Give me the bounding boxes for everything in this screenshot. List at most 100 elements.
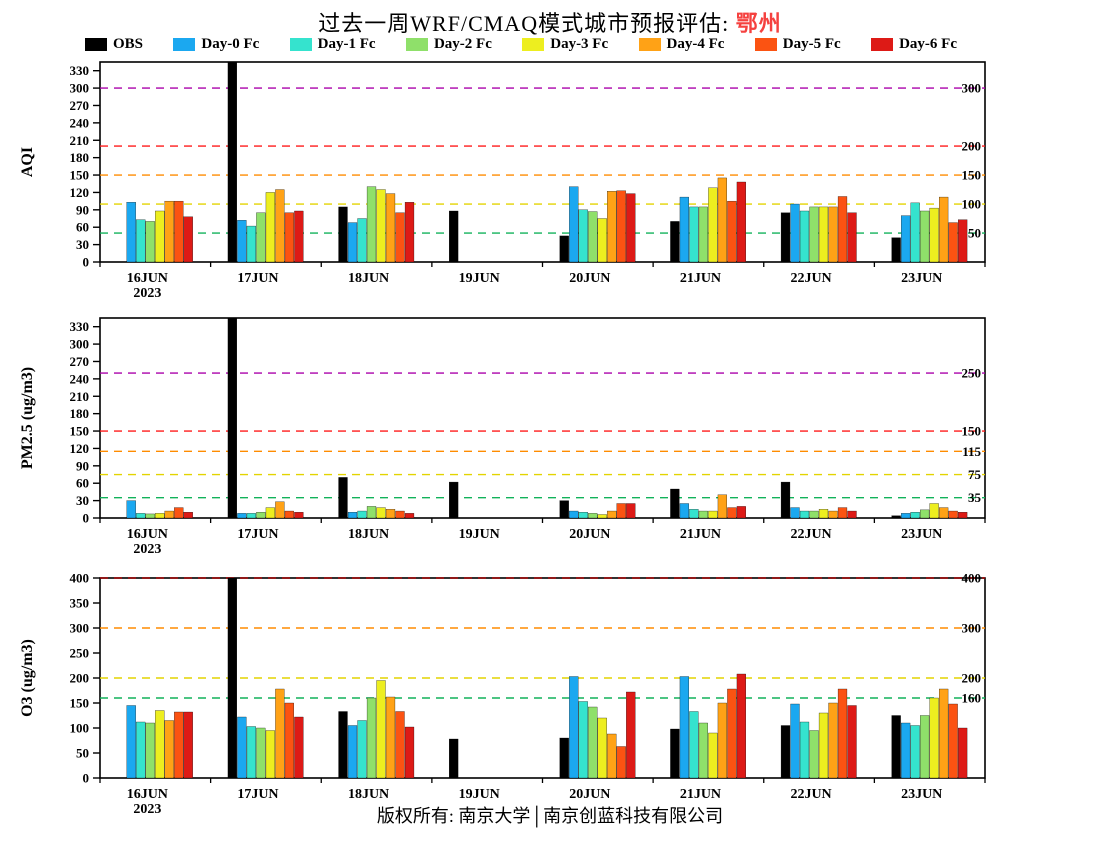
bar bbox=[698, 206, 708, 263]
y-tick-label: 30 bbox=[76, 237, 89, 252]
y-tick-label: 150 bbox=[70, 696, 90, 711]
y-tick-label: 330 bbox=[70, 319, 90, 334]
ref-line-label: 50 bbox=[968, 226, 981, 241]
bar bbox=[670, 488, 680, 519]
bar bbox=[449, 481, 459, 519]
bar bbox=[265, 730, 275, 779]
bar bbox=[948, 510, 958, 519]
x-tick-label: 17JUN bbox=[237, 271, 278, 286]
y-axis-title: O3 (ug/m3) bbox=[19, 639, 36, 717]
bar bbox=[227, 577, 237, 779]
y-tick-label: 90 bbox=[76, 202, 89, 217]
bar bbox=[901, 722, 911, 779]
legend-item-day-2-fc: Day-2 Fc bbox=[405, 36, 492, 53]
x-tick-label: 19JUN bbox=[459, 787, 500, 802]
bar bbox=[366, 506, 377, 519]
page-title: 过去一周WRF/CMAQ模式城市预报评估: 鄂州 bbox=[0, 6, 1100, 38]
bar bbox=[284, 702, 294, 779]
y-axis-title: PM2.5 (ug/m3) bbox=[19, 367, 36, 469]
bar bbox=[256, 727, 266, 779]
bar bbox=[265, 192, 275, 263]
x-tick-label: 20JUN bbox=[569, 787, 610, 802]
bar bbox=[376, 680, 386, 779]
aqi-chart: 0 30 60 90 120 150 180 210 240 270 300 330 50 100 150 2… bbox=[19, 61, 986, 301]
bar bbox=[347, 222, 358, 263]
bar bbox=[294, 512, 304, 519]
bar bbox=[155, 210, 165, 263]
ref-line-label: 35 bbox=[968, 490, 982, 505]
bar bbox=[670, 728, 680, 779]
legend-label: Day-1 Fc bbox=[317, 36, 376, 52]
bar bbox=[246, 513, 256, 519]
legend-swatch-icon bbox=[405, 38, 428, 51]
ref-line-label: 160 bbox=[962, 691, 982, 706]
y-axis-title: AQI bbox=[19, 147, 36, 177]
ref-line-label: 200 bbox=[962, 671, 982, 686]
bar bbox=[347, 512, 358, 519]
bar bbox=[376, 189, 386, 263]
x-tick-label: 17JUN bbox=[237, 527, 278, 542]
y-tick-label: 100 bbox=[70, 721, 90, 736]
bar bbox=[559, 500, 569, 519]
x-tick-label: 19JUN bbox=[459, 527, 500, 542]
bar bbox=[449, 210, 459, 263]
bar bbox=[828, 702, 838, 779]
y-tick-label: 0 bbox=[83, 511, 90, 526]
legend-label: Day-4 Fc bbox=[666, 36, 725, 52]
ref-line-label: 115 bbox=[962, 444, 981, 459]
bar bbox=[145, 722, 155, 779]
bar bbox=[183, 216, 193, 263]
bar bbox=[679, 676, 689, 779]
bar bbox=[237, 220, 247, 263]
bar bbox=[689, 206, 699, 263]
bar bbox=[145, 221, 155, 263]
y-tick-label: 300 bbox=[70, 337, 90, 352]
bar bbox=[366, 697, 377, 779]
bar bbox=[828, 510, 838, 519]
x-tick-label: 18JUN bbox=[348, 787, 389, 802]
bar bbox=[847, 212, 857, 263]
bar bbox=[385, 696, 396, 779]
bar bbox=[357, 510, 367, 519]
bar bbox=[275, 189, 285, 263]
bar bbox=[799, 721, 810, 779]
bar bbox=[284, 510, 294, 519]
bar bbox=[256, 212, 266, 263]
bar bbox=[616, 190, 626, 263]
bar bbox=[183, 512, 193, 519]
legend-swatch-icon bbox=[754, 38, 777, 51]
bar bbox=[799, 510, 810, 519]
y-tick-label: 30 bbox=[76, 493, 89, 508]
x-tick-label: 23JUN bbox=[901, 271, 942, 286]
bar bbox=[136, 513, 146, 519]
bar bbox=[790, 703, 800, 779]
bar bbox=[929, 697, 939, 779]
bar bbox=[929, 503, 939, 519]
bar bbox=[294, 716, 304, 779]
bar bbox=[809, 510, 819, 519]
legend-swatch-icon bbox=[85, 38, 107, 51]
bar bbox=[920, 509, 930, 519]
y-tick-label: 300 bbox=[70, 621, 90, 636]
bar bbox=[136, 721, 146, 779]
bar bbox=[385, 509, 396, 519]
bar bbox=[578, 701, 588, 779]
bar bbox=[145, 513, 155, 519]
bar bbox=[780, 725, 791, 779]
bar bbox=[275, 688, 285, 779]
bar bbox=[588, 706, 598, 779]
ref-line-label: 75 bbox=[968, 467, 982, 482]
bar bbox=[708, 187, 718, 263]
bar bbox=[891, 715, 901, 779]
bar bbox=[847, 705, 857, 779]
bar bbox=[578, 209, 588, 263]
bar bbox=[958, 512, 968, 519]
bar bbox=[395, 711, 405, 779]
y-tick-label: 270 bbox=[70, 98, 90, 113]
y-tick-label: 330 bbox=[70, 63, 90, 78]
bar bbox=[689, 509, 699, 519]
legend-swatch-icon bbox=[871, 38, 894, 51]
bar bbox=[901, 215, 911, 263]
legend-swatch-icon bbox=[173, 38, 196, 51]
bar bbox=[338, 711, 348, 779]
